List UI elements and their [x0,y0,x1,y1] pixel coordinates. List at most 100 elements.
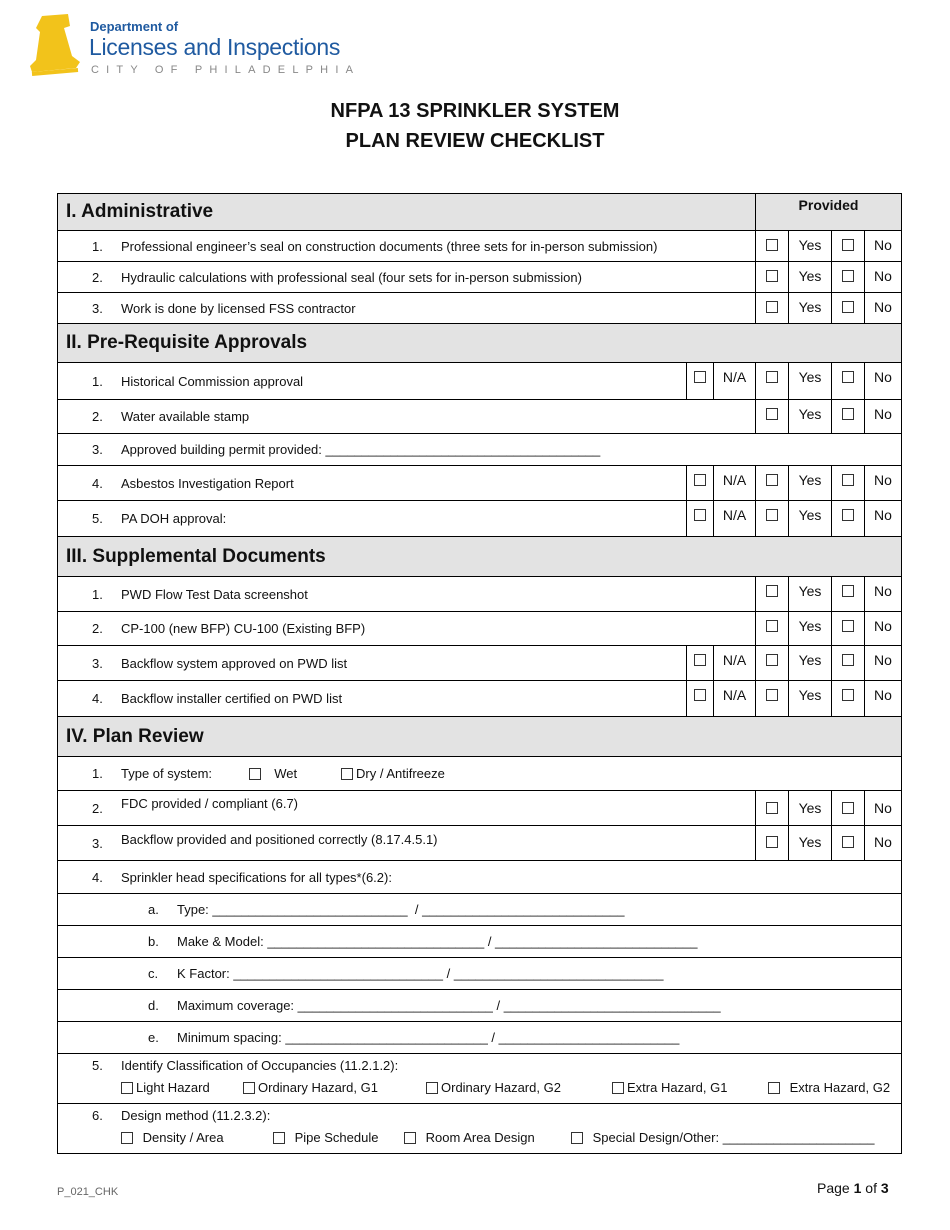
item-text: Backflow installer certified on PWD list [121,691,343,706]
checkbox[interactable] [842,408,854,420]
option-ordinary-hazard-g1[interactable]: Ordinary Hazard, G1 [243,1080,378,1095]
no-checkbox[interactable] [831,466,864,500]
no-checkbox[interactable] [831,400,864,433]
no-checkbox[interactable] [831,791,864,825]
yes-checkbox[interactable] [755,577,788,611]
checkbox[interactable] [694,509,706,521]
yes-checkbox[interactable] [755,826,788,860]
checkbox[interactable] [766,802,778,814]
checkbox[interactable] [842,620,854,632]
yes-checkbox[interactable] [755,466,788,500]
checkbox[interactable] [404,1131,416,1144]
checkbox[interactable] [612,1081,624,1094]
checklist-row: 3. Work is done by licensed FSS contract… [58,293,901,324]
checkbox[interactable] [694,474,706,486]
checkbox[interactable] [842,509,854,521]
checkbox[interactable] [766,301,778,313]
make-model-field[interactable]: Make & Model: __________________________… [177,934,698,949]
checkbox[interactable] [243,1081,255,1094]
na-label: N/A [713,501,755,536]
no-checkbox[interactable] [831,826,864,860]
option-extra-hazard-g1[interactable]: Extra Hazard, G1 [612,1080,727,1095]
yes-checkbox[interactable] [755,646,788,680]
checkbox[interactable] [842,802,854,814]
option-dry-antifreeze[interactable]: Dry / Antifreeze [341,757,445,790]
checkbox[interactable] [842,654,854,666]
checkbox[interactable] [249,767,261,780]
checklist-table: I. Administrative Provided 1. Profession… [57,193,902,1154]
item-number: 3. [92,300,103,316]
no-checkbox[interactable] [831,293,864,323]
checkbox[interactable] [842,689,854,701]
checkbox[interactable] [121,1081,133,1094]
yes-checkbox[interactable] [755,293,788,323]
option-light-hazard[interactable]: Light Hazard [121,1080,210,1095]
yes-checkbox[interactable] [755,400,788,433]
checkbox[interactable] [842,371,854,383]
no-checkbox[interactable] [831,577,864,611]
checkbox[interactable] [694,689,706,701]
checkbox[interactable] [766,585,778,597]
checkbox[interactable] [842,239,854,251]
checklist-row: 5. Identify Classification of Occupancie… [58,1054,901,1104]
checkbox[interactable] [842,474,854,486]
checkbox[interactable] [766,654,778,666]
checkbox[interactable] [842,301,854,313]
checkbox[interactable] [571,1131,583,1144]
checkbox[interactable] [842,836,854,848]
yes-checkbox[interactable] [755,681,788,716]
option-density-area[interactable]: Density / Area [121,1130,224,1145]
checkbox[interactable] [694,654,706,666]
checkbox[interactable] [768,1081,780,1094]
no-checkbox[interactable] [831,612,864,645]
checkbox[interactable] [766,239,778,251]
type-field[interactable]: Type: ___________________________ / ____… [177,902,625,917]
yes-label: Yes [788,791,831,825]
no-checkbox[interactable] [831,262,864,292]
na-label: N/A [713,681,755,716]
option-wet[interactable]: Wet [249,757,297,790]
checkbox[interactable] [842,585,854,597]
checkbox[interactable] [766,408,778,420]
na-checkbox[interactable] [686,646,713,680]
yes-checkbox[interactable] [755,612,788,645]
checkbox[interactable] [766,620,778,632]
option-pipe-schedule[interactable]: Pipe Schedule [273,1130,378,1145]
option-special-design-other[interactable]: Special Design/Other: __________________… [571,1130,875,1145]
yes-checkbox[interactable] [755,791,788,825]
checkbox[interactable] [426,1081,438,1094]
na-checkbox[interactable] [686,681,713,716]
checkbox[interactable] [766,270,778,282]
maximum-coverage-field[interactable]: Maximum coverage: ______________________… [177,998,721,1013]
no-checkbox[interactable] [831,681,864,716]
no-checkbox[interactable] [831,501,864,536]
option-ordinary-hazard-g2[interactable]: Ordinary Hazard, G2 [426,1080,561,1095]
checkbox[interactable] [121,1131,133,1144]
option-extra-hazard-g2[interactable]: Extra Hazard, G2 [768,1080,890,1095]
checkbox[interactable] [842,270,854,282]
checkbox[interactable] [766,836,778,848]
option-room-area-design[interactable]: Room Area Design [404,1130,535,1145]
no-checkbox[interactable] [831,231,864,261]
item-number: 2. [92,409,103,424]
na-checkbox[interactable] [686,363,713,399]
checkbox[interactable] [694,371,706,383]
na-checkbox[interactable] [686,501,713,536]
no-checkbox[interactable] [831,363,864,399]
na-checkbox[interactable] [686,466,713,500]
checkbox[interactable] [766,689,778,701]
yes-checkbox[interactable] [755,363,788,399]
checkbox[interactable] [766,474,778,486]
checkbox[interactable] [273,1131,285,1144]
no-checkbox[interactable] [831,646,864,680]
no-label: No [864,293,901,323]
checkbox[interactable] [766,509,778,521]
yes-checkbox[interactable] [755,501,788,536]
yes-checkbox[interactable] [755,262,788,292]
k-factor-field[interactable]: K Factor: _____________________________ … [177,966,664,981]
minimum-spacing-field[interactable]: Minimum spacing: _______________________… [177,1030,680,1045]
checkbox[interactable] [766,371,778,383]
yes-checkbox[interactable] [755,231,788,261]
checkbox[interactable] [341,767,353,780]
building-permit-field[interactable]: Approved building permit provided: _____… [121,442,601,457]
